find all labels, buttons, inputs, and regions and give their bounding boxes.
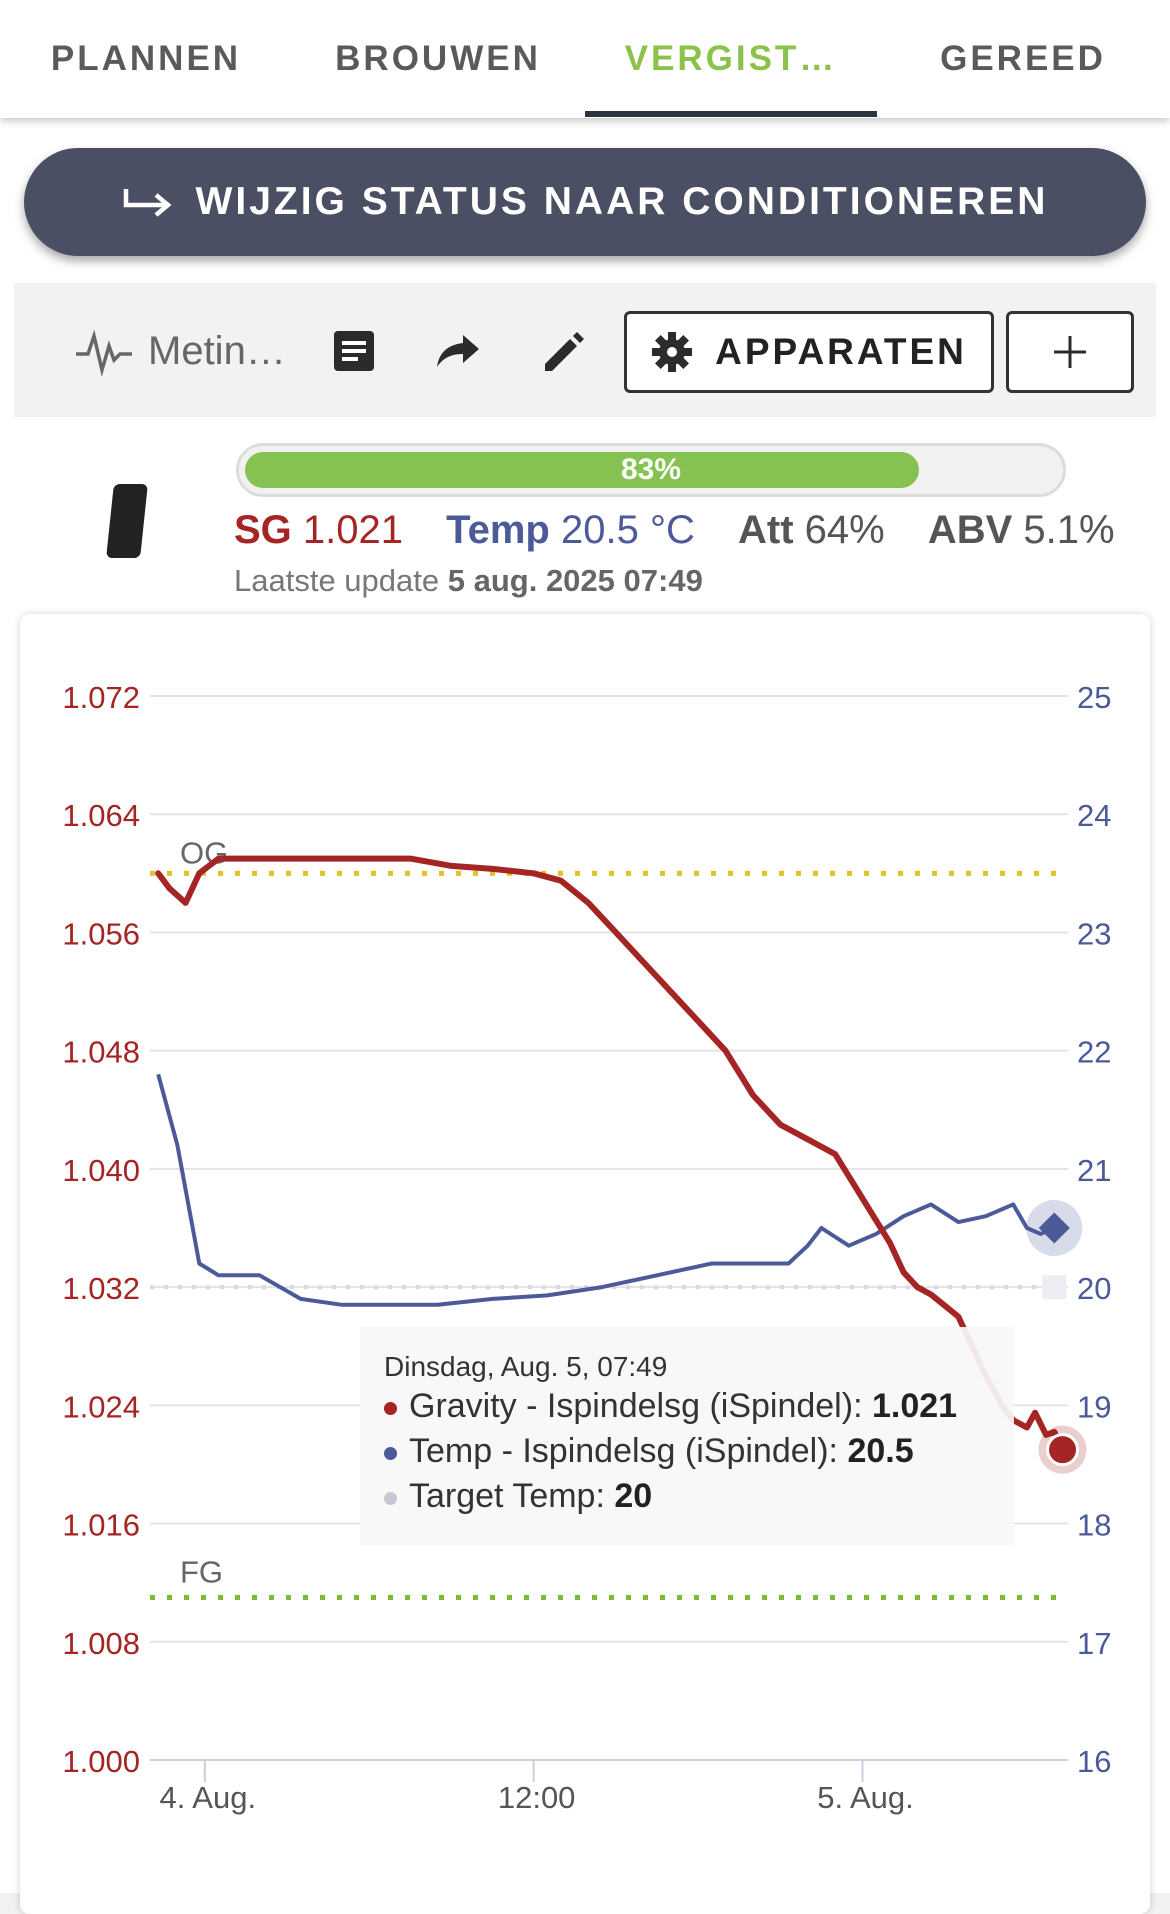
gravity-dot-icon [384, 1401, 397, 1415]
target-dot-icon [384, 1491, 397, 1505]
last-update: Laatste update 5 aug. 2025 07:49 [234, 563, 703, 599]
right-axis-tick-label: 23 [1077, 916, 1111, 951]
share-button[interactable] [428, 321, 488, 381]
devices-label: APPARATEN [715, 331, 967, 372]
note-icon [334, 331, 374, 371]
left-axis-tick-label: 1.016 [62, 1508, 140, 1543]
edit-icon [545, 332, 584, 371]
chart-tooltip: Dinsdag, Aug. 5, 07:49 Gravity - Ispinde… [360, 1327, 1014, 1545]
att-value: 64% [804, 508, 885, 552]
x-axis-tick-label: 5. Aug. [817, 1780, 914, 1815]
temp-value: 20.5 °C [561, 508, 695, 552]
left-axis-tick-label: 1.032 [62, 1271, 140, 1306]
right-axis-tick-label: 17 [1077, 1626, 1111, 1661]
fermentation-chart-card [20, 614, 1150, 1914]
x-axis-tick-label: 12:00 [498, 1780, 576, 1815]
measurements-label: Metin… [148, 328, 286, 373]
abv-stat: ABV 5.1% [928, 508, 1115, 552]
att-stat: Att 64% [738, 508, 885, 552]
notes-button[interactable] [324, 321, 384, 381]
temp-series-line [156, 1073, 1056, 1307]
left-axis-tick-label: 1.040 [62, 1153, 140, 1188]
gear-icon [652, 332, 693, 372]
temp-label: Temp [446, 508, 550, 552]
right-axis-tick-label: 22 [1077, 1035, 1111, 1070]
sg-value: 1.021 [302, 508, 404, 552]
left-axis-tick-label: 1.064 [62, 798, 140, 833]
edit-button[interactable] [534, 321, 594, 381]
add-button[interactable] [1006, 311, 1134, 393]
devices-button[interactable]: APPARATEN [624, 311, 994, 393]
right-axis-tick-label: 20 [1077, 1271, 1111, 1306]
right-axis-tick-label: 18 [1077, 1508, 1111, 1543]
tab-gereed[interactable]: GEREED [940, 39, 1106, 78]
change-status-button[interactable]: WIJZIG STATUS NAAR CONDITIONEREN [24, 148, 1146, 256]
left-axis-tick-label: 1.024 [62, 1389, 140, 1424]
plus-icon [1054, 336, 1086, 368]
temp-dot-icon [384, 1446, 397, 1460]
temp-hover-marker [1038, 1212, 1070, 1244]
change-status-label: WIJZIG STATUS NAAR CONDITIONEREN [195, 180, 1049, 223]
x-axis-tick-label: 4. Aug. [160, 1780, 257, 1815]
left-axis-tick-label: 1.008 [62, 1626, 140, 1661]
toolbar: Metin… [14, 283, 1156, 417]
abv-label: ABV [927, 508, 1013, 552]
tab-brouwen[interactable]: BROUWEN [335, 39, 541, 78]
right-axis-tick-label: 16 [1077, 1744, 1111, 1779]
left-axis-tick-label: 1.072 [62, 680, 140, 715]
arrow-right-hook-icon [122, 185, 174, 219]
tooltip-target-name: Target Temp [409, 1477, 596, 1515]
tooltip-gravity-name: Gravity - Ispindelsg (iSpindel) [409, 1387, 854, 1425]
sg-stat: SG 1.021 [234, 508, 403, 552]
tab-vergisten[interactable]: VERGIST… [624, 39, 838, 78]
right-axis-tick-label: 24 [1077, 798, 1111, 833]
share-icon [437, 335, 479, 367]
right-axis-tick-label: 19 [1077, 1389, 1111, 1424]
left-axis-tick-label: 1.000 [62, 1744, 140, 1779]
left-axis-tick-label: 1.056 [62, 916, 140, 951]
tooltip-gravity-value: 1.021 [871, 1387, 958, 1425]
tooltip-row-gravity: Gravity - Ispindelsg (iSpindel): 1.021 [384, 1387, 957, 1426]
progress-label: 83% [620, 453, 682, 486]
reading-stats: SG 1.021 Temp 20.5 °C Att 64% ABV 5.1% [234, 508, 1115, 553]
tooltip-temp-name: Temp - Ispindelsg (iSpindel) [409, 1432, 829, 1470]
fermentation-progress-bar: 83% [236, 443, 1066, 497]
temp-stat: Temp 20.5 °C [446, 508, 695, 552]
tab-bar: PLANNEN BROUWEN VERGIST… GEREED [0, 0, 1170, 118]
active-tab-indicator [585, 111, 877, 117]
last-update-label: Laatste update [234, 563, 440, 598]
tooltip-title: Dinsdag, Aug. 5, 07:49 [384, 1351, 668, 1382]
og-label: OG [180, 835, 228, 870]
abv-value: 5.1% [1023, 508, 1115, 552]
left-axis-tick-label: 1.048 [62, 1035, 140, 1070]
last-update-value: 5 aug. 2025 07:49 [447, 563, 703, 598]
sg-label: SG [234, 508, 292, 552]
gravity-hover-marker [1046, 1433, 1080, 1467]
tooltip-target-value: 20 [614, 1477, 653, 1515]
tooltip-row-temp: Temp - Ispindelsg (iSpindel): 20.5 [384, 1432, 914, 1471]
right-axis-tick-label: 25 [1077, 680, 1111, 715]
att-label: Att [737, 508, 794, 552]
measurements-tab[interactable]: Metin… [74, 323, 286, 379]
target-hover-marker [1042, 1275, 1067, 1300]
tab-plannen[interactable]: PLANNEN [50, 39, 242, 78]
right-axis-tick-label: 21 [1077, 1153, 1111, 1188]
tooltip-row-target: Target Temp: 20 [384, 1477, 652, 1516]
progress-fill [245, 452, 919, 488]
tooltip-temp-value: 20.5 [847, 1432, 914, 1470]
activity-icon [76, 329, 132, 376]
fg-label: FG [180, 1554, 223, 1589]
